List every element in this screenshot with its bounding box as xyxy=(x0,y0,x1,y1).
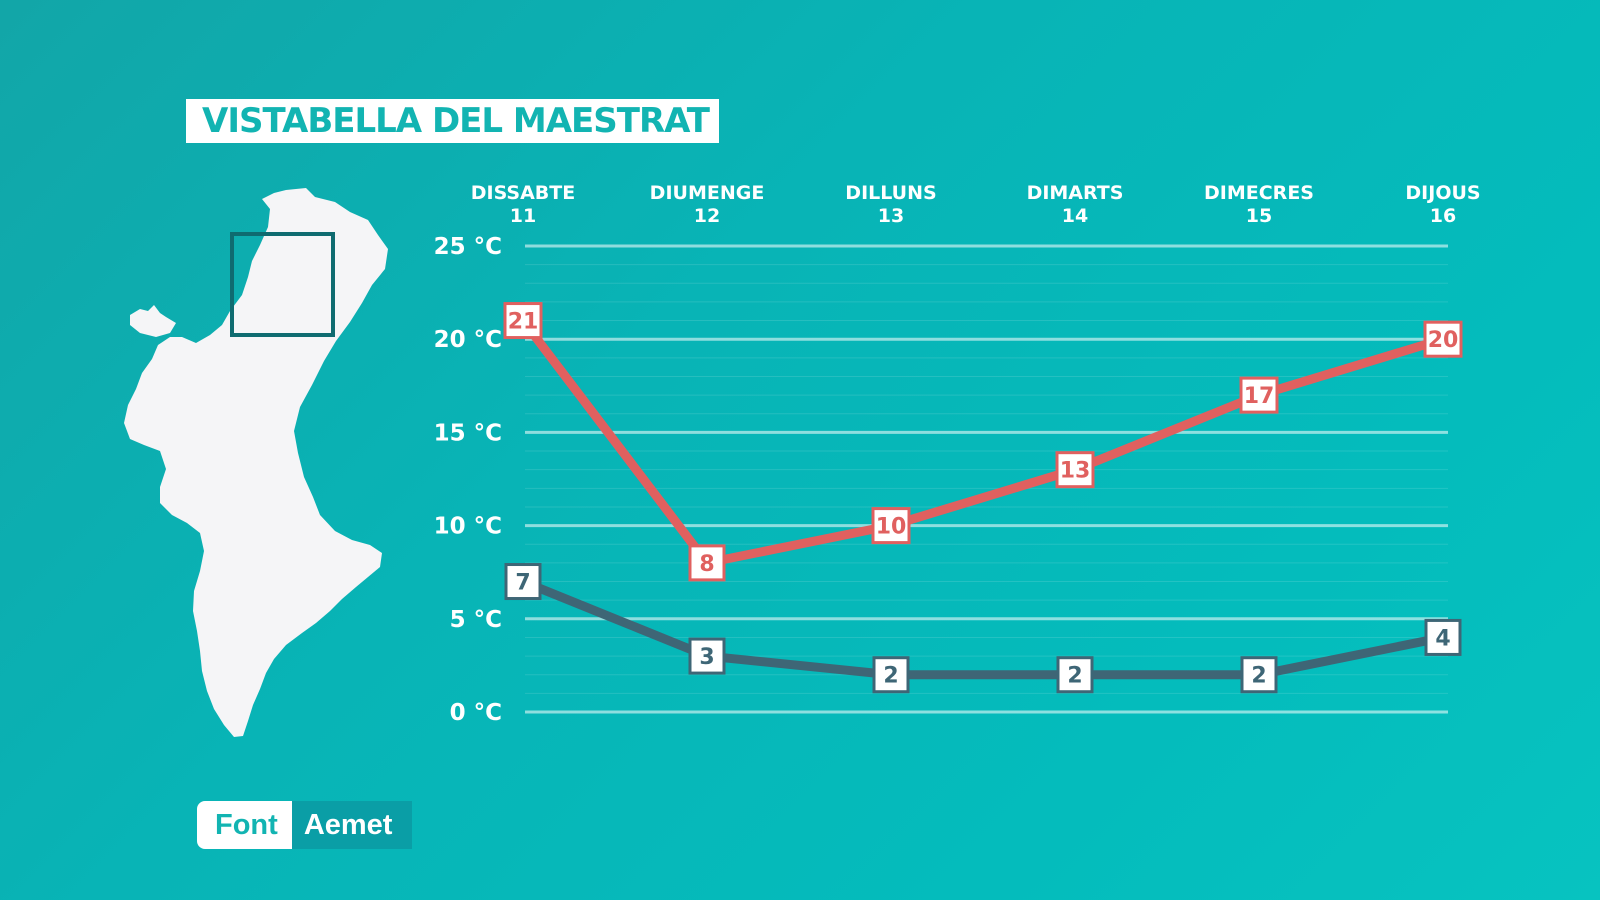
x-date-label: 11 xyxy=(510,205,536,227)
data-point-marker xyxy=(1424,618,1462,656)
data-point-min: 3 xyxy=(688,637,726,675)
data-point-label: 7 xyxy=(515,571,530,596)
data-point-marker xyxy=(503,302,543,340)
data-point-max: 8 xyxy=(688,544,726,582)
data-point-min: 7 xyxy=(504,563,542,601)
x-day-label: DIUMENGE xyxy=(650,182,765,204)
source-value: Aemet xyxy=(291,801,413,849)
data-point-max: 10 xyxy=(871,507,911,545)
data-point-min: 2 xyxy=(1056,656,1094,694)
x-day-label: DISSABTE xyxy=(471,182,575,204)
valencian-community-map-icon xyxy=(124,188,388,737)
y-tick-label: 0 °C xyxy=(450,700,502,726)
x-day-label: DIMECRES xyxy=(1204,182,1314,204)
x-day-label: DIJOUS xyxy=(1405,182,1480,204)
data-point-marker xyxy=(1240,656,1278,694)
data-point-marker xyxy=(1056,656,1094,694)
data-point-label: 2 xyxy=(883,664,898,689)
data-point-marker xyxy=(872,656,910,694)
data-point-label: 3 xyxy=(699,645,714,670)
x-day-label: DIMARTS xyxy=(1027,182,1124,204)
location-title: VISTABELLA DEL MAESTRAT xyxy=(202,101,710,141)
source-badge: Font Aemet xyxy=(197,801,413,849)
source-label: Font xyxy=(197,801,292,849)
data-point-label: 4 xyxy=(1435,626,1450,651)
data-point-min: 2 xyxy=(872,656,910,694)
x-date-label: 12 xyxy=(694,205,720,227)
location-box-icon xyxy=(230,232,335,337)
y-tick-label: 10 °C xyxy=(434,514,502,540)
data-point-marker xyxy=(1423,320,1463,358)
y-tick-label: 25 °C xyxy=(434,234,502,260)
data-point-marker xyxy=(688,544,726,582)
x-date-label: 14 xyxy=(1062,205,1088,227)
data-point-max: 21 xyxy=(503,302,543,340)
x-date-label: 13 xyxy=(878,205,904,227)
data-point-label: 21 xyxy=(508,310,539,335)
data-point-label: 2 xyxy=(1251,664,1266,689)
data-point-marker xyxy=(1239,376,1279,414)
series-line-min xyxy=(518,577,1448,680)
data-point-label: 13 xyxy=(1060,459,1091,484)
data-point-label: 8 xyxy=(699,552,714,577)
data-point-label: 2 xyxy=(1067,664,1082,689)
y-tick-label: 5 °C xyxy=(450,607,502,633)
data-point-marker xyxy=(871,507,911,545)
data-point-marker xyxy=(1055,451,1095,489)
data-point-min: 4 xyxy=(1424,618,1462,656)
y-tick-label: 15 °C xyxy=(434,420,502,446)
data-point-min: 2 xyxy=(1240,656,1278,694)
x-date-label: 16 xyxy=(1430,205,1456,227)
x-date-label: 15 xyxy=(1246,205,1272,227)
series-line-max xyxy=(518,316,1448,568)
data-point-marker xyxy=(504,563,542,601)
x-day-label: DILLUNS xyxy=(845,182,936,204)
data-point-max: 13 xyxy=(1055,451,1095,489)
data-point-max: 17 xyxy=(1239,376,1279,414)
data-point-label: 20 xyxy=(1428,328,1459,353)
data-point-label: 10 xyxy=(876,515,907,540)
y-tick-label: 20 °C xyxy=(434,327,502,353)
map-region-shape xyxy=(124,188,388,737)
data-point-label: 17 xyxy=(1244,384,1275,409)
data-point-max: 20 xyxy=(1423,320,1463,358)
map-enclave-shape xyxy=(130,305,176,337)
data-point-marker xyxy=(688,637,726,675)
location-title-box: VISTABELLA DEL MAESTRAT xyxy=(186,99,719,143)
